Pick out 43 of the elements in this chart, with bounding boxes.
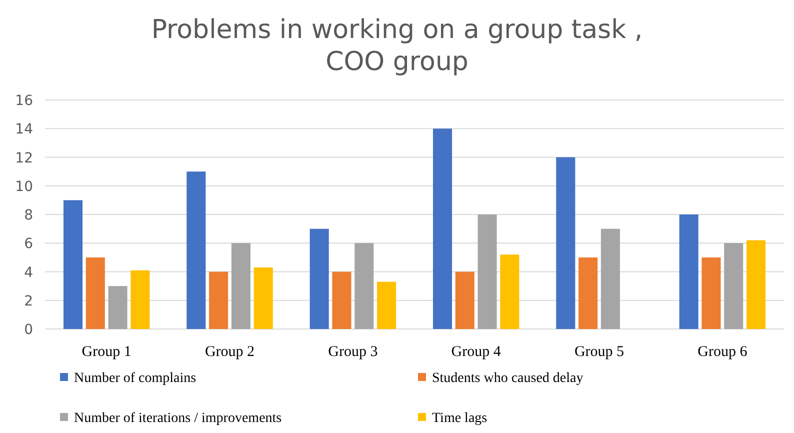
bar [432,128,452,329]
bar [310,228,329,329]
bar [746,240,766,329]
bar [332,272,352,329]
legend-label: Number of complains [74,371,196,386]
bar [455,272,474,329]
chart-title: Problems in working on a group task , COO group [151,15,643,77]
bar [500,254,520,329]
x-tick-label: Group 6 [698,344,748,360]
x-tick-label: Group 5 [574,344,624,360]
x-tick-label: Group 2 [204,344,255,360]
x-tick-label: Group 3 [328,344,378,360]
bar [108,286,128,329]
bar [63,200,83,329]
y-tick-label: 0 [24,322,33,338]
x-tick-label: Group 1 [82,344,132,360]
bar [231,243,250,329]
bar [556,157,576,329]
y-tick-label: 14 [15,122,34,138]
bar [354,243,374,329]
bar [86,257,105,329]
y-tick-label: 10 [15,178,33,195]
bar [578,257,598,329]
bar [600,228,620,329]
bar [130,270,150,329]
bar [376,282,396,329]
bar [702,257,721,329]
bar [679,214,698,329]
legend-label: Number of iterations / improvements [74,411,282,426]
bar [478,214,497,329]
y-tick-label: 4 [24,264,34,281]
bar [209,272,228,329]
bar [724,243,744,329]
y-tick-label: 12 [15,150,33,166]
y-tick-label: 8 [24,208,33,224]
y-tick-label: 2 [24,293,33,310]
y-tick-label: 16 [15,93,34,109]
bar [254,267,273,329]
x-tick-label: Group 4 [451,344,502,360]
y-tick-label: 6 [24,236,34,252]
legend-label: Students who caused delay [432,371,584,386]
bar [186,172,206,329]
legend-label: Time lags [432,411,488,426]
